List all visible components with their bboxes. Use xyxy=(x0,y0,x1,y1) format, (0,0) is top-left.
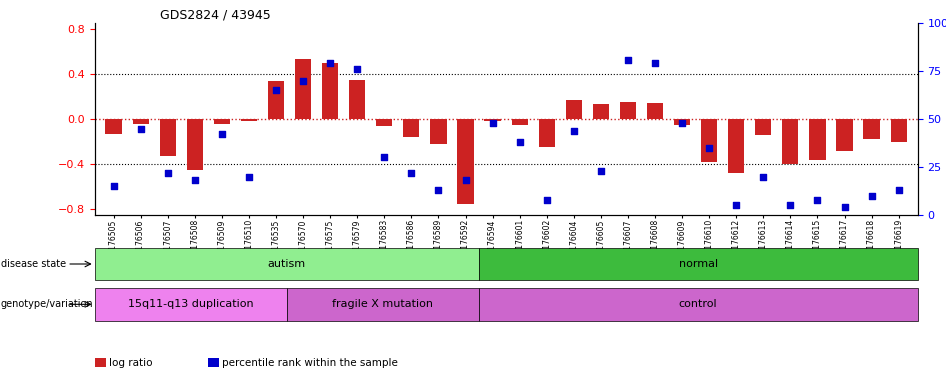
Bar xyxy=(538,119,555,147)
Text: autism: autism xyxy=(268,259,306,269)
Text: genotype/variation: genotype/variation xyxy=(1,299,94,310)
Bar xyxy=(132,119,149,124)
Point xyxy=(215,131,230,137)
Point xyxy=(621,56,636,63)
Text: percentile rank within the sample: percentile rank within the sample xyxy=(222,358,398,368)
Point xyxy=(241,174,256,180)
Text: normal: normal xyxy=(678,259,718,269)
Bar xyxy=(403,119,419,137)
Point xyxy=(728,202,744,209)
Bar xyxy=(479,288,918,321)
Bar xyxy=(701,119,717,162)
Point xyxy=(539,197,554,203)
Point xyxy=(782,202,797,209)
Bar xyxy=(836,119,852,151)
Point xyxy=(485,120,500,126)
Point xyxy=(377,154,392,161)
Point xyxy=(512,139,527,145)
Bar xyxy=(95,248,479,280)
Point xyxy=(593,168,608,174)
Point xyxy=(837,204,852,210)
Point xyxy=(864,193,879,199)
Bar xyxy=(620,102,636,119)
Text: 15q11-q13 duplication: 15q11-q13 duplication xyxy=(128,299,254,310)
Bar xyxy=(295,59,311,119)
Bar xyxy=(755,119,771,135)
Point xyxy=(404,170,419,176)
Bar xyxy=(241,119,257,121)
Point xyxy=(674,120,690,126)
Point xyxy=(323,60,338,66)
Bar xyxy=(430,119,447,144)
Bar xyxy=(105,119,122,134)
Point xyxy=(350,66,365,72)
Point xyxy=(187,177,202,184)
Bar xyxy=(864,119,880,139)
Text: fragile X mutation: fragile X mutation xyxy=(332,299,433,310)
Text: control: control xyxy=(679,299,717,310)
Point xyxy=(756,174,771,180)
Bar xyxy=(647,103,663,119)
Point xyxy=(295,78,310,84)
Bar xyxy=(890,119,907,142)
Point xyxy=(133,126,149,132)
Bar xyxy=(566,100,582,119)
Bar xyxy=(728,119,745,173)
Text: disease state: disease state xyxy=(1,259,66,269)
Bar xyxy=(322,63,339,119)
Point xyxy=(160,170,175,176)
Text: GDS2824 / 43945: GDS2824 / 43945 xyxy=(161,9,272,22)
Bar xyxy=(484,119,500,121)
Point xyxy=(458,177,473,184)
Bar xyxy=(782,119,798,164)
Bar xyxy=(377,119,393,126)
Point xyxy=(702,145,717,151)
Bar xyxy=(674,119,691,125)
Point xyxy=(891,187,906,193)
Point xyxy=(106,183,121,189)
Bar xyxy=(512,119,528,125)
Bar xyxy=(479,248,918,280)
Point xyxy=(647,60,662,66)
Bar xyxy=(593,104,609,119)
Bar xyxy=(810,119,826,160)
Bar xyxy=(349,79,365,119)
Bar xyxy=(160,119,176,156)
Text: log ratio: log ratio xyxy=(109,358,152,368)
Bar xyxy=(268,81,284,119)
Point xyxy=(269,87,284,93)
Bar xyxy=(186,119,202,170)
Point xyxy=(430,187,446,193)
Bar xyxy=(95,288,287,321)
Bar xyxy=(214,119,230,124)
Bar xyxy=(287,288,479,321)
Bar xyxy=(457,119,474,204)
Point xyxy=(567,127,582,134)
Point xyxy=(810,197,825,203)
